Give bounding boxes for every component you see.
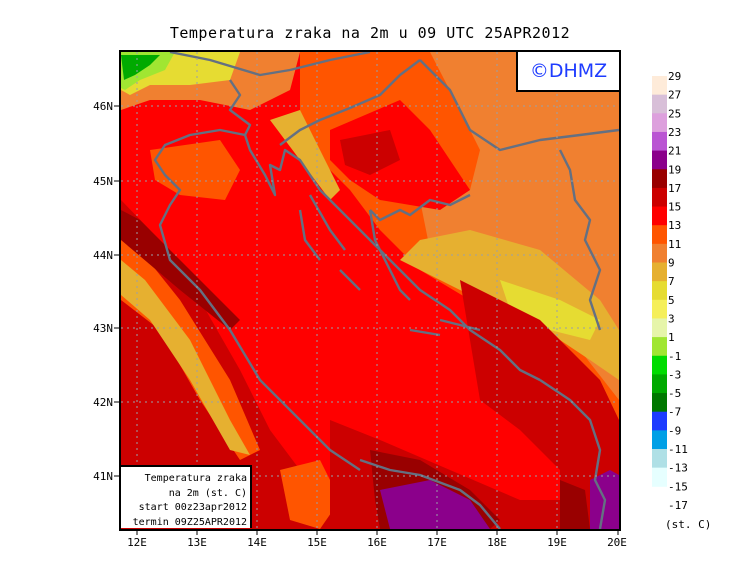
legend-swatch — [652, 131, 667, 152]
legend-label: 21 — [668, 145, 681, 158]
legend-label: 13 — [668, 219, 681, 232]
lon-label: 16E — [367, 536, 387, 549]
lat-label: 45N — [93, 175, 113, 188]
info-line: termin 09Z25APR2012 — [132, 516, 247, 528]
copyright-box: ©DHMZ — [516, 52, 619, 92]
legend-label: 7 — [668, 275, 675, 288]
legend-swatch — [652, 113, 667, 133]
legend-swatch — [652, 299, 667, 319]
map-title: Temperatura zraka na 2m u 09 UTC 25APR20… — [169, 24, 571, 42]
legend-label: 3 — [668, 312, 675, 325]
legend-label: 19 — [668, 163, 681, 176]
legend-label: 15 — [668, 201, 681, 214]
legend-swatch — [652, 467, 667, 487]
legend-label: 5 — [668, 294, 675, 307]
legend-swatch — [652, 94, 667, 114]
lat-label: 42N — [93, 396, 113, 409]
legend-swatch — [652, 243, 667, 263]
legend-label: 25 — [668, 107, 681, 120]
lon-label: 20E — [607, 536, 627, 549]
lat-label: 41N — [93, 470, 113, 483]
legend-swatch — [652, 262, 667, 282]
lat-label: 44N — [93, 249, 113, 262]
legend-swatch — [652, 337, 667, 357]
legend-swatch — [652, 206, 667, 226]
legend-swatch — [652, 374, 667, 394]
coastlines — [153, 52, 619, 529]
lon-label: 19E — [547, 536, 567, 549]
info-line: na 2m (st. C) — [168, 487, 247, 499]
legend-swatch — [652, 449, 667, 469]
legend-label: 11 — [668, 238, 681, 251]
legend-label: -13 — [668, 462, 688, 475]
lat-label: 46N — [93, 100, 113, 113]
legend-label: 9 — [668, 257, 675, 270]
legend-swatch — [652, 318, 667, 338]
legend-swatch — [652, 430, 667, 450]
legend-label: -7 — [668, 406, 681, 419]
temperature-field — [121, 52, 619, 529]
lon-label: 14E — [247, 536, 267, 549]
legend-swatch — [652, 393, 667, 413]
legend-swatch — [652, 281, 667, 301]
legend-label: -3 — [668, 368, 681, 381]
legend-label: 29 — [668, 70, 681, 83]
legend-swatch — [652, 187, 667, 208]
lon-label: 13E — [187, 536, 207, 549]
info-line: start 00z23apr2012 — [138, 502, 247, 513]
legend-swatch — [652, 150, 667, 170]
legend-swatch — [652, 355, 667, 375]
legend-label: 23 — [668, 126, 681, 139]
lon-axis: 12E 13E 14E 15E 16E 17E 18E 19E 20E — [127, 536, 627, 549]
legend-label: 27 — [668, 89, 681, 102]
lon-label: 18E — [487, 536, 507, 549]
legend-swatch — [652, 76, 667, 96]
legend-label: -5 — [668, 387, 681, 400]
lat-label: 43N — [93, 322, 113, 335]
legend-label: -15 — [668, 480, 688, 493]
legend-label: -11 — [668, 443, 688, 456]
legend-label: 17 — [668, 182, 681, 195]
lon-label: 12E — [127, 536, 147, 549]
legend-swatch — [652, 225, 667, 245]
legend-label: -9 — [668, 424, 681, 437]
lon-label: 15E — [307, 536, 327, 549]
lon-label: 17E — [427, 536, 447, 549]
map-frame — [119, 50, 621, 531]
legend-unit: (st. C) — [665, 518, 711, 531]
info-line: Temperatura zraka — [144, 473, 247, 484]
color-legend: 29 27 25 23 21 19 17 15 13 11 9 7 5 3 1 -1 -3 -5 -7 -9 -11 -1… — [652, 70, 688, 512]
legend-label: 1 — [668, 331, 675, 344]
legend-label: -1 — [668, 350, 681, 363]
legend-swatch — [652, 169, 667, 189]
legend-swatch — [652, 411, 667, 431]
info-box: Temperatura zraka na 2m (st. C) start 00… — [121, 465, 252, 528]
legend-label: -17 — [668, 499, 688, 512]
graticule — [121, 52, 619, 529]
lat-axis: 46N 45N 44N 43N 42N 41N — [93, 100, 113, 483]
